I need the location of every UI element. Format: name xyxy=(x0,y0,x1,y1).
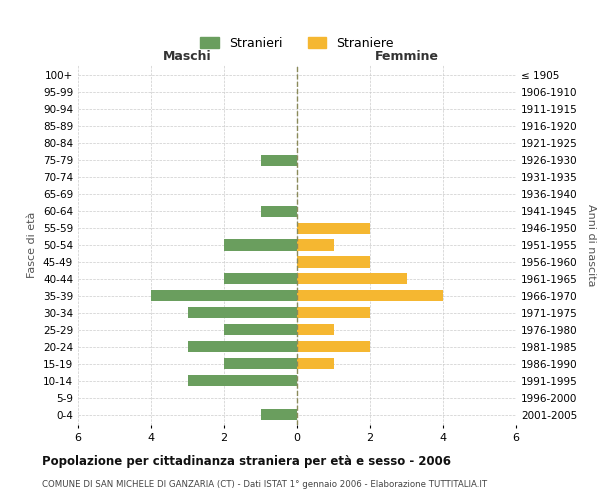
Text: COMUNE DI SAN MICHELE DI GANZARIA (CT) - Dati ISTAT 1° gennaio 2006 - Elaborazio: COMUNE DI SAN MICHELE DI GANZARIA (CT) -… xyxy=(42,480,487,489)
Bar xyxy=(297,274,407,284)
Text: Femmine: Femmine xyxy=(374,50,439,64)
Text: Maschi: Maschi xyxy=(163,50,212,64)
Bar xyxy=(224,240,297,250)
Bar xyxy=(297,290,443,302)
Bar xyxy=(297,308,370,318)
Bar xyxy=(260,410,297,420)
Bar xyxy=(151,290,297,302)
Bar xyxy=(260,206,297,216)
Y-axis label: Anni di nascita: Anni di nascita xyxy=(586,204,596,286)
Bar xyxy=(224,274,297,284)
Bar xyxy=(297,256,370,268)
Bar xyxy=(187,308,297,318)
Bar xyxy=(297,222,370,234)
Bar xyxy=(260,154,297,166)
Bar xyxy=(224,358,297,370)
Bar xyxy=(224,324,297,336)
Bar xyxy=(297,324,334,336)
Bar xyxy=(187,376,297,386)
Bar xyxy=(297,342,370,352)
Legend: Stranieri, Straniere: Stranieri, Straniere xyxy=(195,32,399,54)
Bar xyxy=(297,240,334,250)
Bar xyxy=(187,342,297,352)
Y-axis label: Fasce di età: Fasce di età xyxy=(28,212,37,278)
Bar xyxy=(297,358,334,370)
Text: Popolazione per cittadinanza straniera per età e sesso - 2006: Popolazione per cittadinanza straniera p… xyxy=(42,455,451,468)
